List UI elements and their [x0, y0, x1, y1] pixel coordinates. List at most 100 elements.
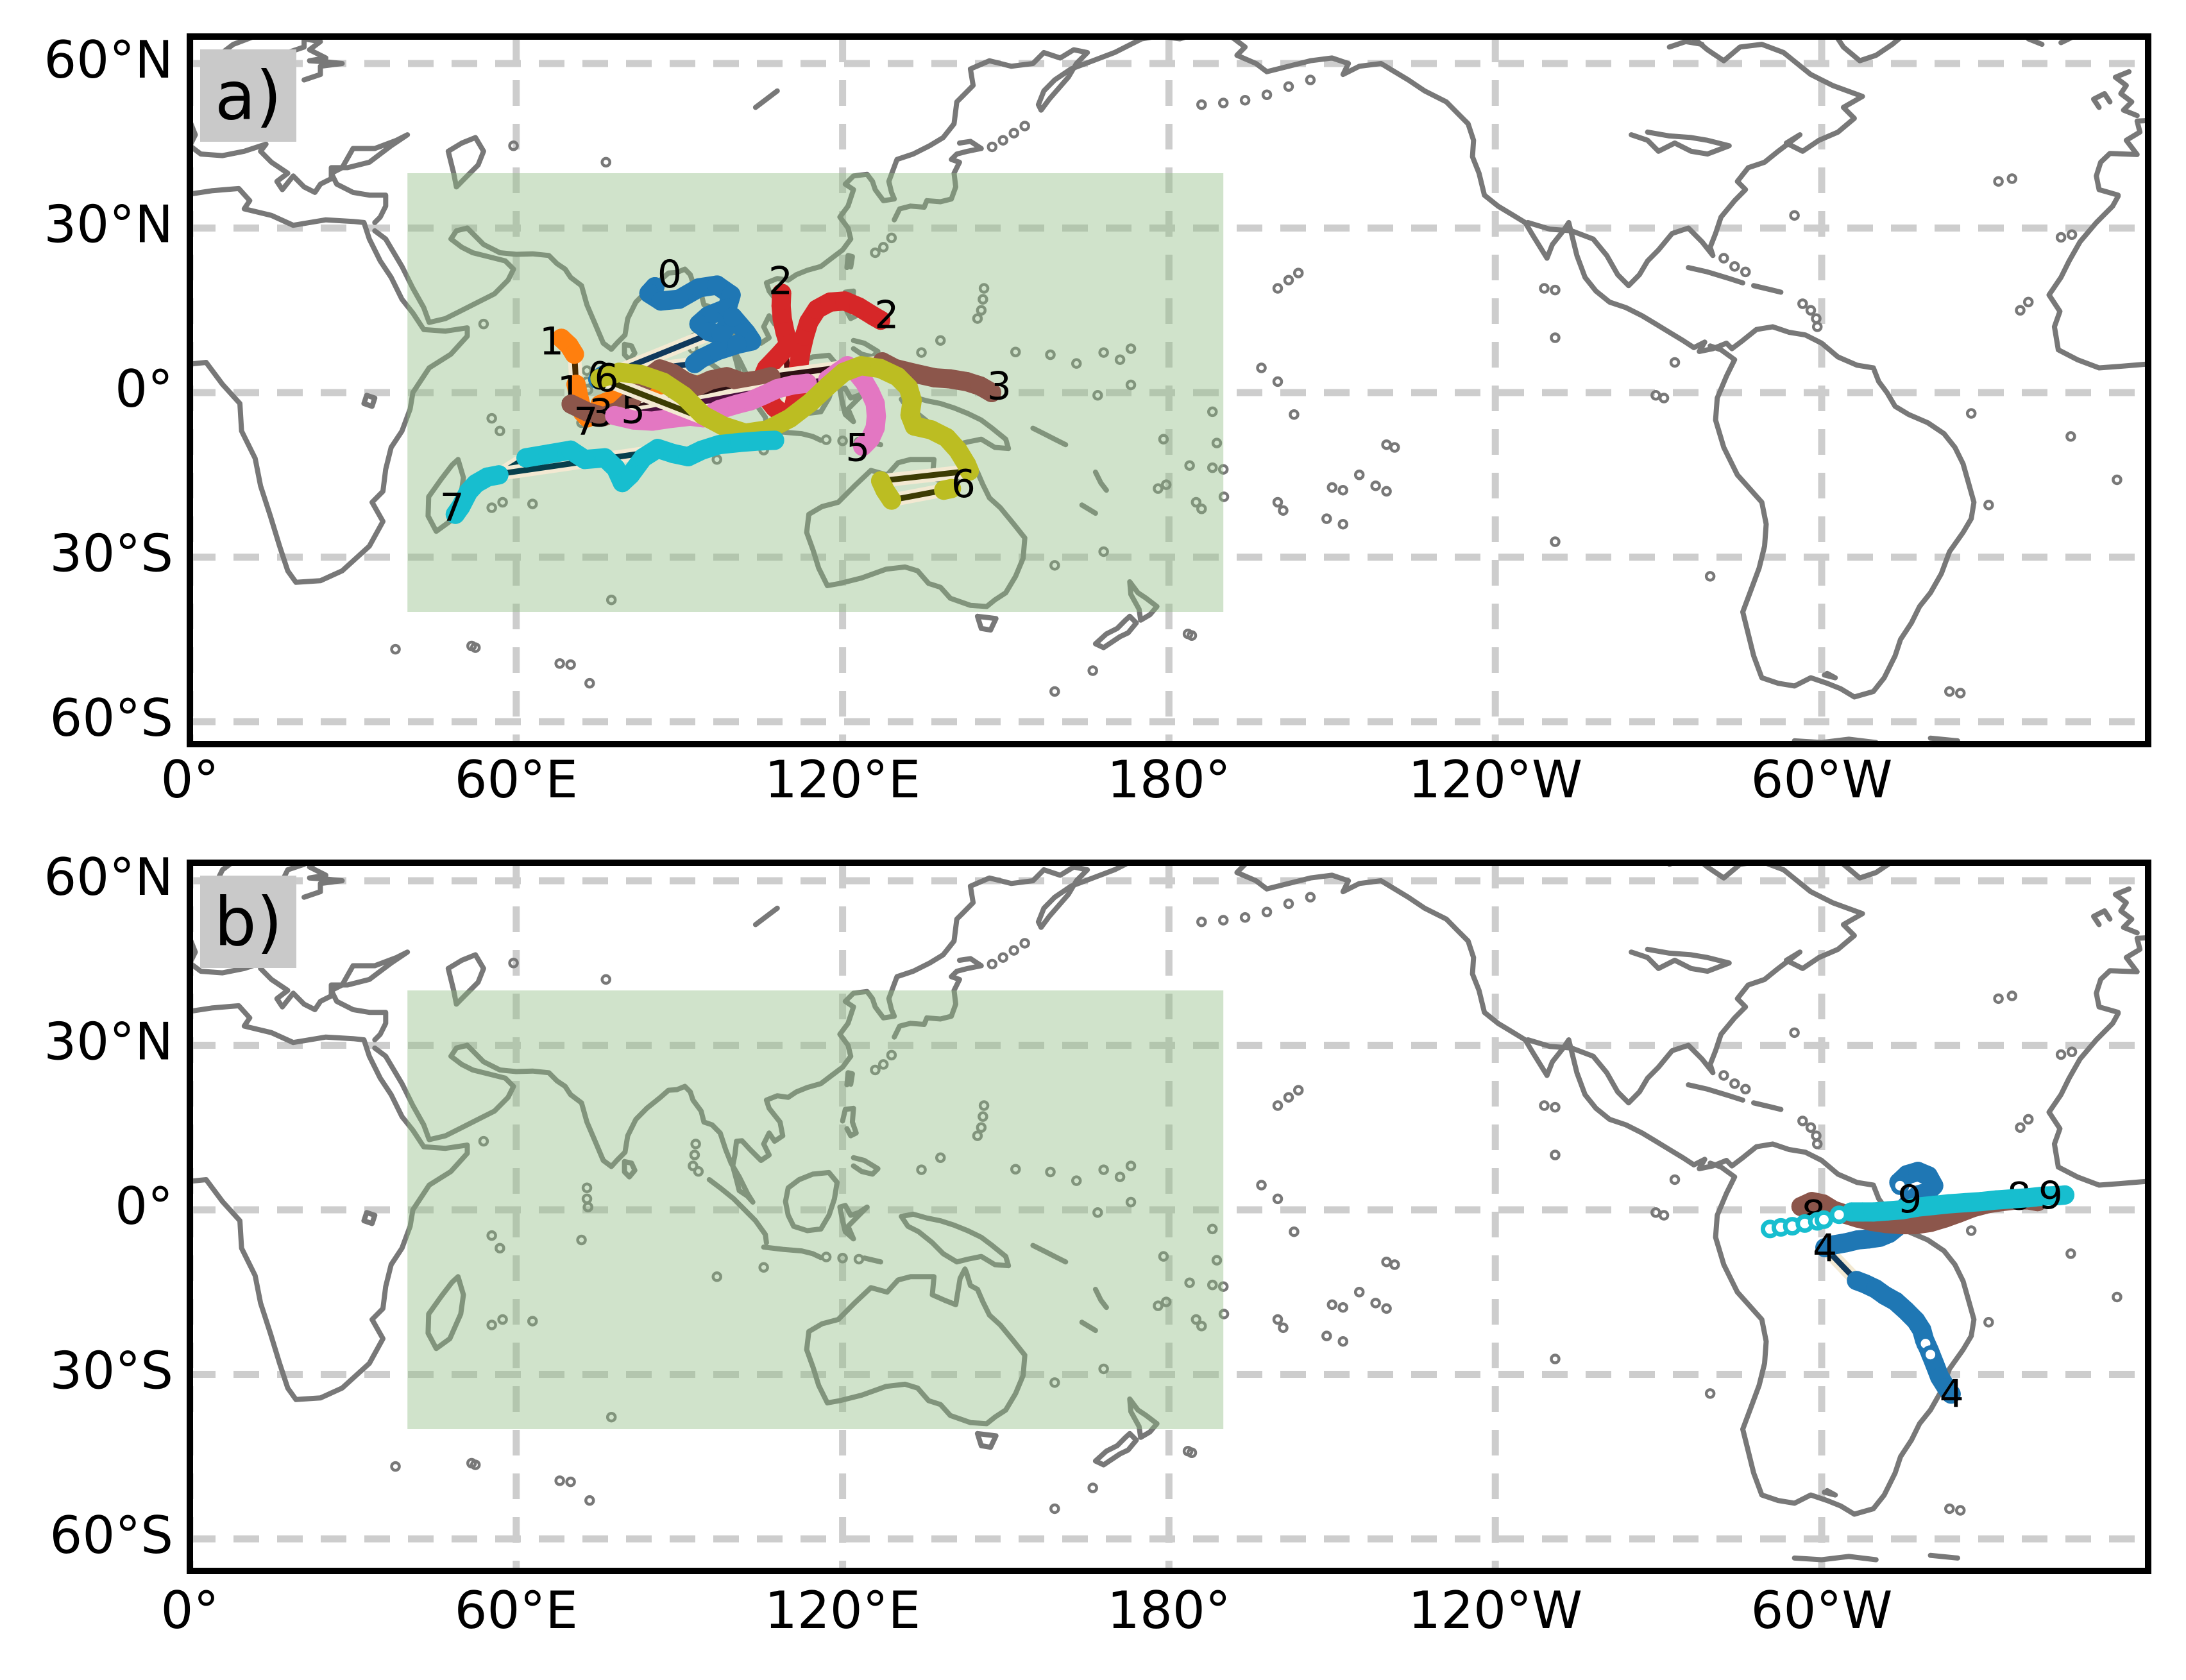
island-dot — [582, 1201, 593, 1212]
island-dot — [1153, 1300, 1164, 1311]
island-dot — [1217, 915, 1229, 926]
coastline — [1092, 613, 1139, 650]
island-dot — [1381, 486, 1392, 497]
track-3-point — [716, 367, 736, 387]
lat-tick-label: 60°N — [44, 30, 173, 90]
coastline — [2094, 935, 2148, 1015]
coastline — [190, 118, 411, 225]
island-dot — [554, 1475, 565, 1486]
island-dot — [1217, 464, 1229, 475]
track-0-point — [727, 334, 747, 354]
track-2-point — [820, 292, 840, 312]
island-dot — [2065, 431, 2076, 442]
island-dot — [689, 1150, 700, 1160]
coastline — [974, 613, 999, 633]
lat-tick-label: 0° — [115, 359, 173, 419]
island-dot — [1993, 993, 2004, 1005]
coastline — [960, 863, 1135, 930]
island-dot — [1704, 1388, 1716, 1399]
track-1-point — [566, 375, 586, 395]
island-dot — [1207, 1279, 1218, 1291]
island-dot — [1010, 346, 1021, 357]
island-dot — [1321, 513, 1332, 524]
track-0-number-label: 0 — [657, 252, 682, 297]
track-0-point — [741, 331, 761, 351]
island-dot — [1305, 892, 1316, 903]
panel-b-frame — [187, 860, 2151, 1574]
island-dot — [987, 958, 998, 970]
track-6: 66 — [590, 356, 979, 510]
track-5-point — [642, 411, 662, 431]
coastline — [1092, 1287, 1109, 1311]
coastline — [190, 185, 470, 585]
track-2-point — [769, 345, 789, 365]
island-dot — [820, 434, 832, 445]
island-dot — [1326, 1299, 1338, 1311]
track-7-point — [691, 440, 711, 460]
island-dot — [1186, 1447, 1198, 1459]
island-dot — [1283, 1092, 1294, 1103]
coastline — [899, 1211, 1012, 1269]
island-dot — [478, 318, 489, 330]
track-6-point — [921, 420, 941, 440]
island-dot — [1049, 1503, 1060, 1515]
island-dot — [1049, 686, 1060, 697]
track-5-point — [767, 379, 787, 399]
track-6-point — [653, 372, 673, 392]
coastline — [2046, 193, 2148, 371]
track-9-point — [1878, 1201, 1898, 1221]
track-6-point — [631, 364, 650, 384]
island-dot — [1092, 390, 1103, 401]
island-dot — [470, 642, 481, 653]
island-dot — [584, 1495, 595, 1506]
lat-tick-label: 60°S — [49, 1506, 173, 1565]
coastline — [974, 1430, 999, 1450]
track-7-point — [561, 440, 580, 460]
island-dot — [987, 141, 998, 153]
island-dot — [600, 157, 611, 168]
panel-b-axis-labels: 60°N 30°N 0° 30°S 60°S 0° 60°E 120°E 180° 120°W 60… — [44, 847, 1892, 1640]
coastline — [851, 1155, 881, 1177]
coastline — [1092, 470, 1109, 493]
coastline — [1629, 129, 1732, 157]
island-dot — [1550, 1150, 1561, 1160]
island-dot — [2006, 990, 2018, 1001]
lat-tick-label: 60°N — [44, 847, 173, 907]
coastline — [1686, 265, 1745, 285]
track-7-point — [633, 448, 653, 468]
island-dot — [1965, 408, 1977, 419]
lon-tick-label: 120°E — [765, 750, 920, 810]
coastline — [1751, 1100, 1784, 1112]
coastline — [1629, 946, 1732, 974]
island-dot — [1125, 1160, 1137, 1171]
track-6-point — [609, 362, 629, 382]
lat-tick-label: 30°S — [49, 1341, 173, 1400]
island-dot — [1186, 630, 1198, 641]
island-dot — [2065, 1248, 2076, 1259]
track-9-point — [1987, 1190, 2007, 1210]
island-dot — [1114, 354, 1126, 365]
island-dot — [584, 677, 595, 689]
track-6-connector — [877, 468, 972, 484]
island-dot — [690, 1139, 701, 1150]
island-dot — [1114, 1171, 1126, 1182]
island-dot — [1811, 1139, 1823, 1150]
island-dot — [1550, 1353, 1561, 1364]
island-dot — [1008, 945, 1019, 956]
island-dot — [1550, 332, 1561, 343]
track-5-point — [852, 436, 872, 456]
island-dot — [1805, 305, 1817, 316]
coastline — [752, 905, 780, 928]
island-dot — [978, 1111, 988, 1122]
track-3-point — [940, 369, 960, 389]
island-dot — [1389, 1259, 1400, 1270]
track-2-point — [791, 343, 811, 362]
island-dot — [1278, 1322, 1289, 1334]
island-dot — [853, 1253, 865, 1265]
island-dot — [1993, 176, 2004, 187]
coastline — [844, 253, 855, 271]
island-dot — [606, 1411, 617, 1423]
island-dot — [1207, 1223, 1218, 1235]
